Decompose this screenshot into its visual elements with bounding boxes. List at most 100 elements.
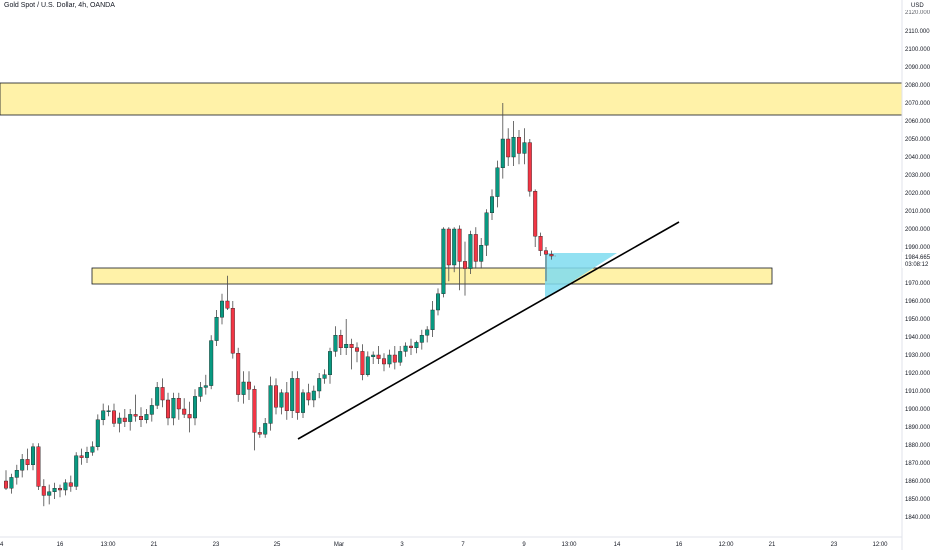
candle[interactable] (473, 227, 478, 269)
candle[interactable] (3, 470, 8, 490)
candle[interactable] (138, 407, 143, 427)
candle[interactable] (182, 398, 187, 418)
candle[interactable] (20, 454, 25, 478)
candle[interactable] (236, 347, 241, 402)
candle[interactable] (225, 275, 230, 310)
candle[interactable] (425, 326, 430, 343)
candle[interactable] (430, 301, 435, 337)
candle[interactable] (36, 443, 41, 490)
candle[interactable] (468, 230, 473, 274)
time-axis[interactable]: 4 16 13:00 21 23 25 Mar 3 7 9 13:00 14 16 12:00 21 23 12… (0, 542, 888, 548)
candle[interactable] (284, 382, 289, 420)
candle[interactable] (274, 378, 279, 415)
candle[interactable] (544, 247, 549, 282)
candle[interactable] (133, 394, 138, 422)
candle[interactable] (376, 346, 381, 364)
candle[interactable] (219, 293, 224, 325)
candle[interactable] (84, 446, 89, 463)
candle[interactable] (511, 121, 516, 166)
candle[interactable] (9, 473, 14, 494)
candle[interactable] (344, 319, 349, 355)
candle[interactable] (149, 398, 154, 422)
candle[interactable] (279, 389, 284, 415)
candle[interactable] (74, 452, 79, 490)
candle[interactable] (371, 351, 376, 364)
candle[interactable] (122, 409, 127, 427)
candle[interactable] (500, 103, 505, 179)
candle[interactable] (490, 189, 495, 220)
candle[interactable] (328, 347, 333, 384)
candle[interactable] (392, 346, 397, 370)
candle[interactable] (198, 382, 203, 402)
trendline[interactable] (297, 221, 680, 440)
candle[interactable] (382, 353, 387, 372)
candle[interactable] (436, 288, 441, 316)
candle[interactable] (90, 441, 95, 456)
candle[interactable] (306, 383, 311, 406)
candle[interactable] (484, 209, 489, 256)
candle[interactable] (360, 344, 365, 381)
candle[interactable] (68, 475, 73, 492)
candle[interactable] (252, 385, 257, 451)
candle[interactable] (355, 342, 360, 363)
candle[interactable] (187, 401, 192, 433)
candle[interactable] (117, 412, 122, 433)
candle[interactable] (452, 227, 457, 273)
candle[interactable] (111, 403, 116, 427)
candle[interactable] (349, 338, 354, 370)
candle[interactable] (403, 342, 408, 357)
candle[interactable] (246, 371, 251, 400)
candle[interactable] (176, 392, 181, 420)
candle[interactable] (214, 310, 219, 346)
candle[interactable] (241, 371, 246, 404)
candle[interactable] (257, 427, 262, 438)
candle[interactable] (230, 301, 235, 359)
candle[interactable] (165, 392, 170, 426)
candle[interactable] (63, 479, 68, 496)
candle[interactable] (446, 227, 451, 282)
candle[interactable] (322, 369, 327, 384)
candle[interactable] (268, 376, 273, 431)
candle[interactable] (414, 340, 419, 354)
candle[interactable] (479, 238, 484, 269)
candle[interactable] (263, 418, 268, 438)
candle[interactable] (41, 479, 46, 507)
candle[interactable] (31, 443, 36, 471)
candle[interactable] (527, 139, 532, 197)
candle[interactable] (192, 389, 197, 426)
candle[interactable] (387, 349, 392, 368)
candle[interactable] (311, 385, 316, 408)
candle[interactable] (25, 448, 30, 471)
candle[interactable] (533, 189, 538, 247)
candle[interactable] (301, 389, 306, 418)
candle[interactable] (95, 414, 100, 451)
candle[interactable] (419, 329, 424, 350)
candle[interactable] (106, 405, 111, 417)
support-zone[interactable] (91, 267, 773, 285)
candle[interactable] (155, 382, 160, 409)
candle[interactable] (441, 227, 446, 298)
candle[interactable] (290, 371, 295, 418)
candle[interactable] (209, 335, 214, 390)
candle[interactable] (365, 351, 370, 377)
candle[interactable] (333, 326, 338, 357)
candle[interactable] (14, 464, 19, 485)
candle[interactable] (495, 160, 500, 208)
candle[interactable] (128, 409, 133, 431)
candle[interactable] (160, 378, 165, 408)
candle[interactable] (171, 392, 176, 426)
candle[interactable] (522, 128, 527, 165)
candle[interactable] (538, 232, 543, 256)
candle[interactable] (457, 225, 462, 291)
candle[interactable] (101, 403, 106, 426)
candle[interactable] (409, 338, 414, 355)
candle[interactable] (144, 409, 149, 424)
candle[interactable] (549, 250, 554, 260)
candle[interactable] (517, 130, 522, 165)
candle[interactable] (317, 373, 322, 399)
candle[interactable] (203, 374, 208, 395)
candle[interactable] (463, 241, 468, 296)
candle[interactable] (295, 371, 300, 420)
price-axis[interactable]: 1840.000 1850.000 1860.000 1870.000 1880.000… (905, 10, 931, 521)
